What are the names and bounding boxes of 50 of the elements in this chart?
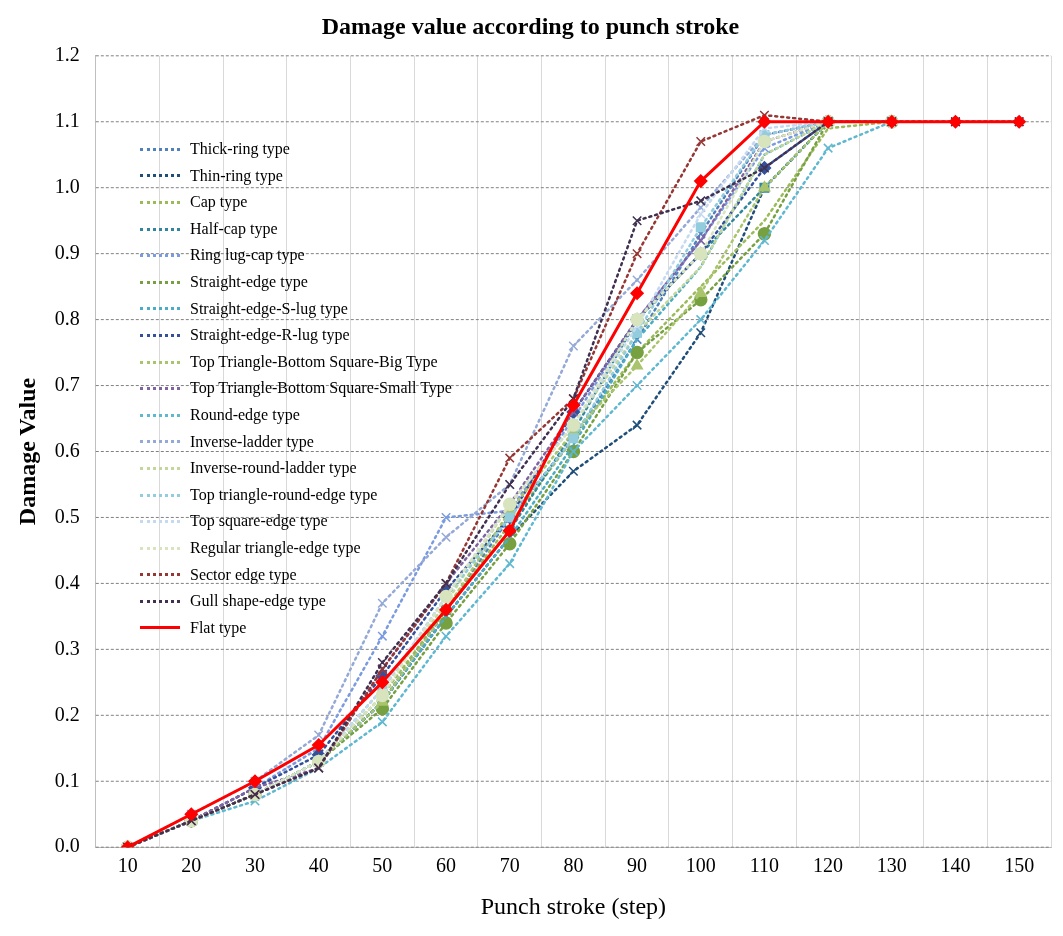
legend-label: Gull shape-edge type xyxy=(190,591,326,612)
y-tick-label: 0.0 xyxy=(54,834,80,857)
x-tick-label: 90 xyxy=(627,854,648,877)
x-tick-label: 20 xyxy=(181,854,202,877)
x-tick-label: 70 xyxy=(499,854,520,877)
legend-label: Top Triangle-Bottom Square-Big Type xyxy=(190,351,438,373)
y-tick-label: 0.7 xyxy=(54,372,80,395)
legend-label: Ring lug-cap type xyxy=(190,245,305,266)
legend-label: Cap type xyxy=(190,192,248,213)
y-tick-label: 0.4 xyxy=(54,570,80,593)
x-tick-label: 110 xyxy=(749,854,780,877)
legend-label: Flat type xyxy=(190,617,247,639)
y-tick-label: 1.1 xyxy=(54,109,80,131)
legend-label: Inverse-ladder type xyxy=(190,431,314,453)
x-tick-label: 130 xyxy=(876,854,907,877)
legend-label: Top square-edge type xyxy=(190,511,328,532)
x-tick-label: 60 xyxy=(436,854,457,877)
legend-label: Top triangle-round-edge type xyxy=(190,484,378,506)
y-tick-label: 0.2 xyxy=(54,702,80,725)
y-tick-label: 0.5 xyxy=(54,504,80,527)
x-tick-label: 150 xyxy=(1004,854,1035,877)
y-tick-label: 0.8 xyxy=(54,306,80,329)
legend-label: Thick-ring type xyxy=(190,139,290,160)
legend-label: Straight-edge type xyxy=(190,271,308,293)
y-tick-label: 0.6 xyxy=(54,438,80,461)
x-axis-title: Punch stroke (step) xyxy=(480,892,667,919)
legend-label: Round-edge type xyxy=(190,404,300,426)
y-axis-title: Damage Value xyxy=(13,377,40,526)
x-tick-label: 30 xyxy=(245,854,265,877)
y-tick-label: 0.9 xyxy=(54,240,80,263)
y-tick-label: 1.2 xyxy=(54,43,80,66)
x-tick-label: 100 xyxy=(685,854,716,877)
legend-label: Straight-edge-S-lug type xyxy=(190,298,348,320)
x-tick-label: 40 xyxy=(308,854,329,877)
y-tick-label: 1.0 xyxy=(54,174,80,197)
y-tick-label: 0.3 xyxy=(54,636,80,659)
legend-label: Top Triangle-Bottom Square-Small Type xyxy=(190,378,452,399)
x-tick-label: 120 xyxy=(813,854,844,877)
x-tick-label: 140 xyxy=(940,854,971,877)
legend-label: Thin-ring type xyxy=(190,165,283,187)
legend-label: Sector edge type xyxy=(190,564,297,586)
legend-label: Inverse-round-ladder type xyxy=(190,458,357,479)
chart-title: Damage value according to punch stroke xyxy=(321,12,740,39)
x-tick-label: 50 xyxy=(372,854,393,877)
y-tick-label: 0.1 xyxy=(54,768,80,791)
legend-label: Straight-edge-R-lug type xyxy=(190,325,350,346)
legend-label: Half-cap type xyxy=(190,218,278,240)
x-tick-label: 10 xyxy=(117,854,138,877)
legend-label: Regular triangle-edge type xyxy=(190,537,361,559)
x-tick-label: 80 xyxy=(563,854,584,877)
